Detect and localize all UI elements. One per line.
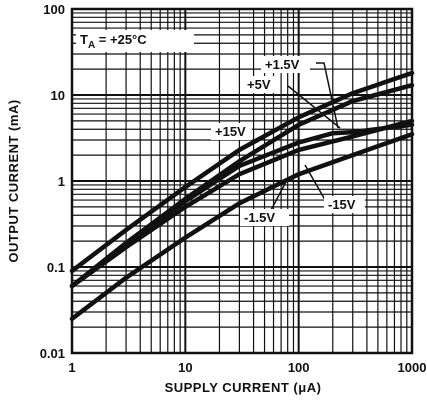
series-label-plusminus-15v: +15V xyxy=(215,124,246,139)
y-axis-label: OUTPUT CURRENT (mA) xyxy=(6,99,21,262)
series-label-bg-plusminus-15v xyxy=(211,123,252,140)
series-line-plusminus-1-5v xyxy=(69,122,415,289)
x-tick-label: 100 xyxy=(288,360,310,375)
series-label-bg-minus-1-5v xyxy=(240,209,289,226)
series-line-minus-15v xyxy=(69,118,415,289)
y-tick-label: 100 xyxy=(43,2,65,17)
series-labels: +1.5V +5V +15V -15V -1.5V xyxy=(211,56,365,226)
tick-labels: 1 10 100 1000 100 10 1 0.1 0.01 xyxy=(40,2,427,375)
condition-label-bg xyxy=(76,30,194,52)
series-line-plusminus-15v xyxy=(69,70,415,274)
series-line-minus-1-5v xyxy=(69,131,415,322)
x-axis-label: SUPPLY CURRENT (μA) xyxy=(165,380,322,395)
x-tick-label: 1 xyxy=(68,360,75,375)
series-label-bg-plusminus-5v xyxy=(243,76,276,93)
grid xyxy=(72,9,412,353)
plot-frame xyxy=(70,7,414,355)
x-tick-label: 10 xyxy=(178,360,192,375)
series-label-plusminus-1-5v: +1.5V xyxy=(265,57,300,72)
series-label-minus-15v: -15V xyxy=(328,197,356,212)
leader-line-plusminus-1-5v xyxy=(316,62,339,129)
series-line-plusminus-5v xyxy=(69,82,415,289)
series-label-bg-minus-15v xyxy=(324,196,365,213)
condition-label: TA = +25°C xyxy=(80,32,147,51)
y-tick-label: 0.1 xyxy=(47,260,65,275)
leader-line-plusminus-5v xyxy=(287,85,341,129)
curves xyxy=(69,70,415,322)
leader-line-minus-1-5v xyxy=(269,177,289,213)
y-tick-label: 10 xyxy=(51,88,65,103)
y-tick-label: 0.01 xyxy=(40,346,65,361)
y-tick-label: 1 xyxy=(58,174,65,189)
series-label-plusminus-5v: +5V xyxy=(247,77,271,92)
series-label-minus-1-5v: -1.5V xyxy=(244,210,275,225)
series-label-bg-plusminus-1-5v xyxy=(261,56,310,73)
x-tick-label: 1000 xyxy=(398,360,427,375)
